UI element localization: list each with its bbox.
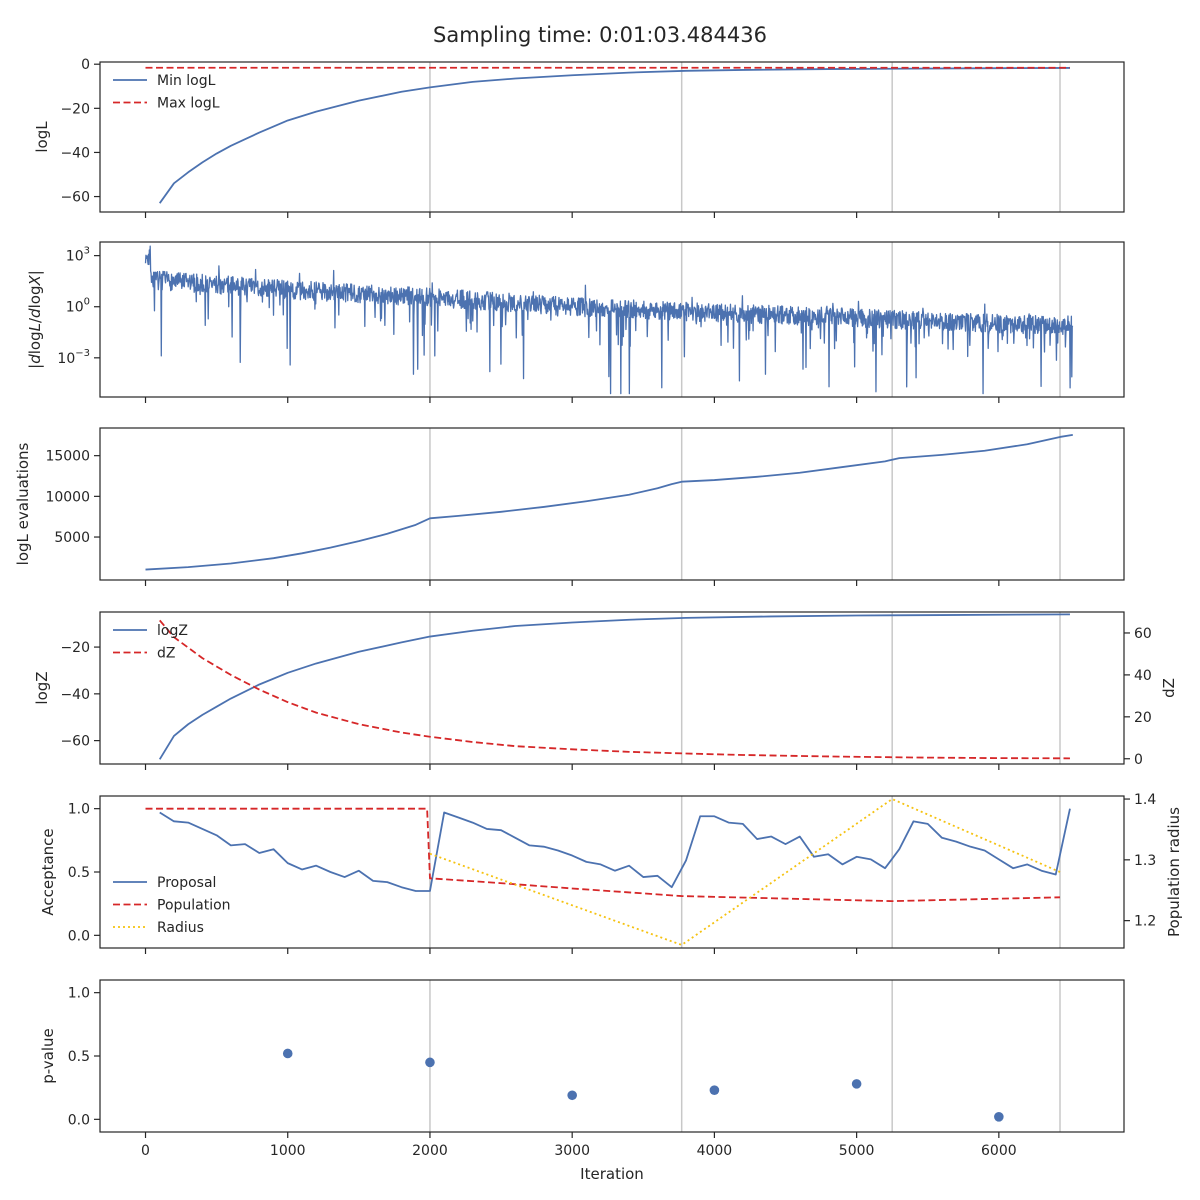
x-tick-label-1000: 1000 [270, 1143, 306, 1159]
y-tick-label-pvalue-0: 1.0 [68, 986, 90, 1002]
legend-acceptance: Proposal Population Radius [113, 875, 231, 936]
x-axis-label: Iteration [580, 1165, 644, 1183]
y-axis-label-acceptance: Acceptance [39, 828, 57, 915]
panels: 0 −20 −40 −60 logL Min logL Max logL 103 100 10−3… [14, 57, 1183, 1159]
y2-tick-label-acceptance-1: 1.3 [1134, 853, 1156, 869]
series-logl-min-logl [158, 67, 1070, 204]
y-axis-label-pvalue: p-value [39, 1028, 57, 1084]
y-tick-label-logz-0: −20 [60, 640, 90, 656]
panel-logz: −20 −40 −60 logZ 60 40 20 0 dZ logZ dZ [33, 611, 1178, 770]
y-axis-label-logz: logZ [33, 671, 51, 704]
point-pvalue-4 [851, 1079, 862, 1089]
series-acceptance-population [145, 807, 1061, 903]
legend-logz: logZ dZ [113, 623, 188, 662]
y2-tick-label-logz-2: 20 [1134, 710, 1152, 726]
y-tick-label-dlogl-2: 10−3 [57, 348, 90, 367]
point-pvalue-2 [567, 1090, 577, 1101]
y-tick-label-evals-0: 15000 [45, 449, 90, 465]
y-tick-label-dlogl-1: 100 [66, 297, 90, 316]
x-tick-label-6000: 6000 [981, 1143, 1017, 1159]
series-acceptance-proposal [159, 808, 1071, 892]
y-axis-label-evals: logL evaluations [14, 442, 32, 565]
x-tick-label-5000: 5000 [839, 1143, 875, 1159]
y-tick-label-acceptance-1: 0.5 [68, 865, 90, 881]
y-tick-label-logz-1: −40 [60, 687, 90, 703]
panel-pvalue: 0 1000 2000 3000 4000 5000 6000 1.0 0.5 0.0 p-valu… [39, 979, 1125, 1159]
x-tick-label-2000: 2000 [412, 1143, 448, 1159]
legend-label-logl-1: Max logL [157, 96, 220, 112]
series-logz-logz [158, 613, 1070, 760]
y-tick-label-pvalue-2: 0.0 [68, 1112, 90, 1128]
y-tick-label-acceptance-2: 0.0 [68, 928, 90, 944]
series-logz-dz [159, 619, 1070, 760]
series-evals-0 [145, 434, 1073, 571]
legend-label-acceptance-0: Proposal [157, 875, 216, 891]
point-pvalue-3 [709, 1085, 720, 1095]
panel-logl: 0 −20 −40 −60 logL Min logL Max logL [33, 57, 1125, 218]
y2-axis-label-acceptance: Population radius [1165, 807, 1183, 937]
y2-axis-label-logz: dZ [1160, 678, 1178, 698]
axes-frame-logl [99, 61, 1125, 213]
y2-tick-label-logz-3: 0 [1134, 752, 1143, 768]
point-pvalue-1 [425, 1057, 435, 1068]
legend-label-logl-0: Min logL [157, 73, 216, 89]
y-tick-label-pvalue-1: 0.5 [68, 1049, 90, 1065]
legend-logl: Min logL Max logL [113, 73, 220, 112]
panel-dlogl: 103 100 10−3 |dlogL/dlogX| [26, 241, 1125, 403]
y-axis-label-dlogl: |dlogL/dlogX| [26, 270, 44, 369]
legend-label-acceptance-2: Radius [157, 920, 204, 936]
y2-tick-label-logz-0: 60 [1134, 626, 1152, 642]
legend-label-logz-1: dZ [157, 646, 175, 662]
y-tick-label-logl-2: −40 [60, 145, 90, 161]
x-tick-label-4000: 4000 [697, 1143, 733, 1159]
y-axis-label-logl: logL [33, 121, 51, 153]
series-dlogl-0 [144, 245, 1074, 395]
y-tick-label-evals-2: 5000 [54, 530, 90, 546]
figure-title: Sampling time: 0:01:03.484436 [433, 23, 767, 47]
y2-tick-label-acceptance-2: 1.2 [1134, 914, 1156, 930]
legend-label-acceptance-1: Population [157, 898, 231, 914]
panel-acceptance: 1.0 0.5 0.0 Acceptance 1.4 1.3 1.2 Population r… [39, 792, 1183, 954]
panel-evals: 15000 10000 5000 logL evaluations [14, 427, 1125, 586]
y-tick-label-dlogl-0: 103 [66, 246, 90, 265]
series-acceptance-radius [429, 798, 1061, 946]
y-tick-label-logz-2: −60 [60, 734, 90, 750]
y2-tick-label-acceptance-0: 1.4 [1134, 792, 1156, 808]
y-tick-label-logl-0: 0 [81, 57, 90, 73]
y-tick-label-logl-1: −20 [60, 101, 90, 117]
legend-label-logz-0: logZ [157, 623, 188, 639]
y-tick-label-logl-3: −60 [60, 190, 90, 206]
x-tick-label-0: 0 [141, 1143, 150, 1159]
axes-frame-logz [99, 611, 1125, 765]
y2-tick-label-logz-1: 40 [1134, 668, 1152, 684]
y-tick-label-acceptance-0: 1.0 [68, 802, 90, 818]
axes-frame-dlogl [99, 241, 1125, 398]
point-pvalue-0 [282, 1048, 293, 1059]
y-tick-label-evals-1: 10000 [45, 489, 90, 505]
point-pvalue-5 [994, 1112, 1004, 1122]
axes-frame-evals [99, 427, 1125, 581]
x-tick-label-3000: 3000 [554, 1143, 590, 1159]
